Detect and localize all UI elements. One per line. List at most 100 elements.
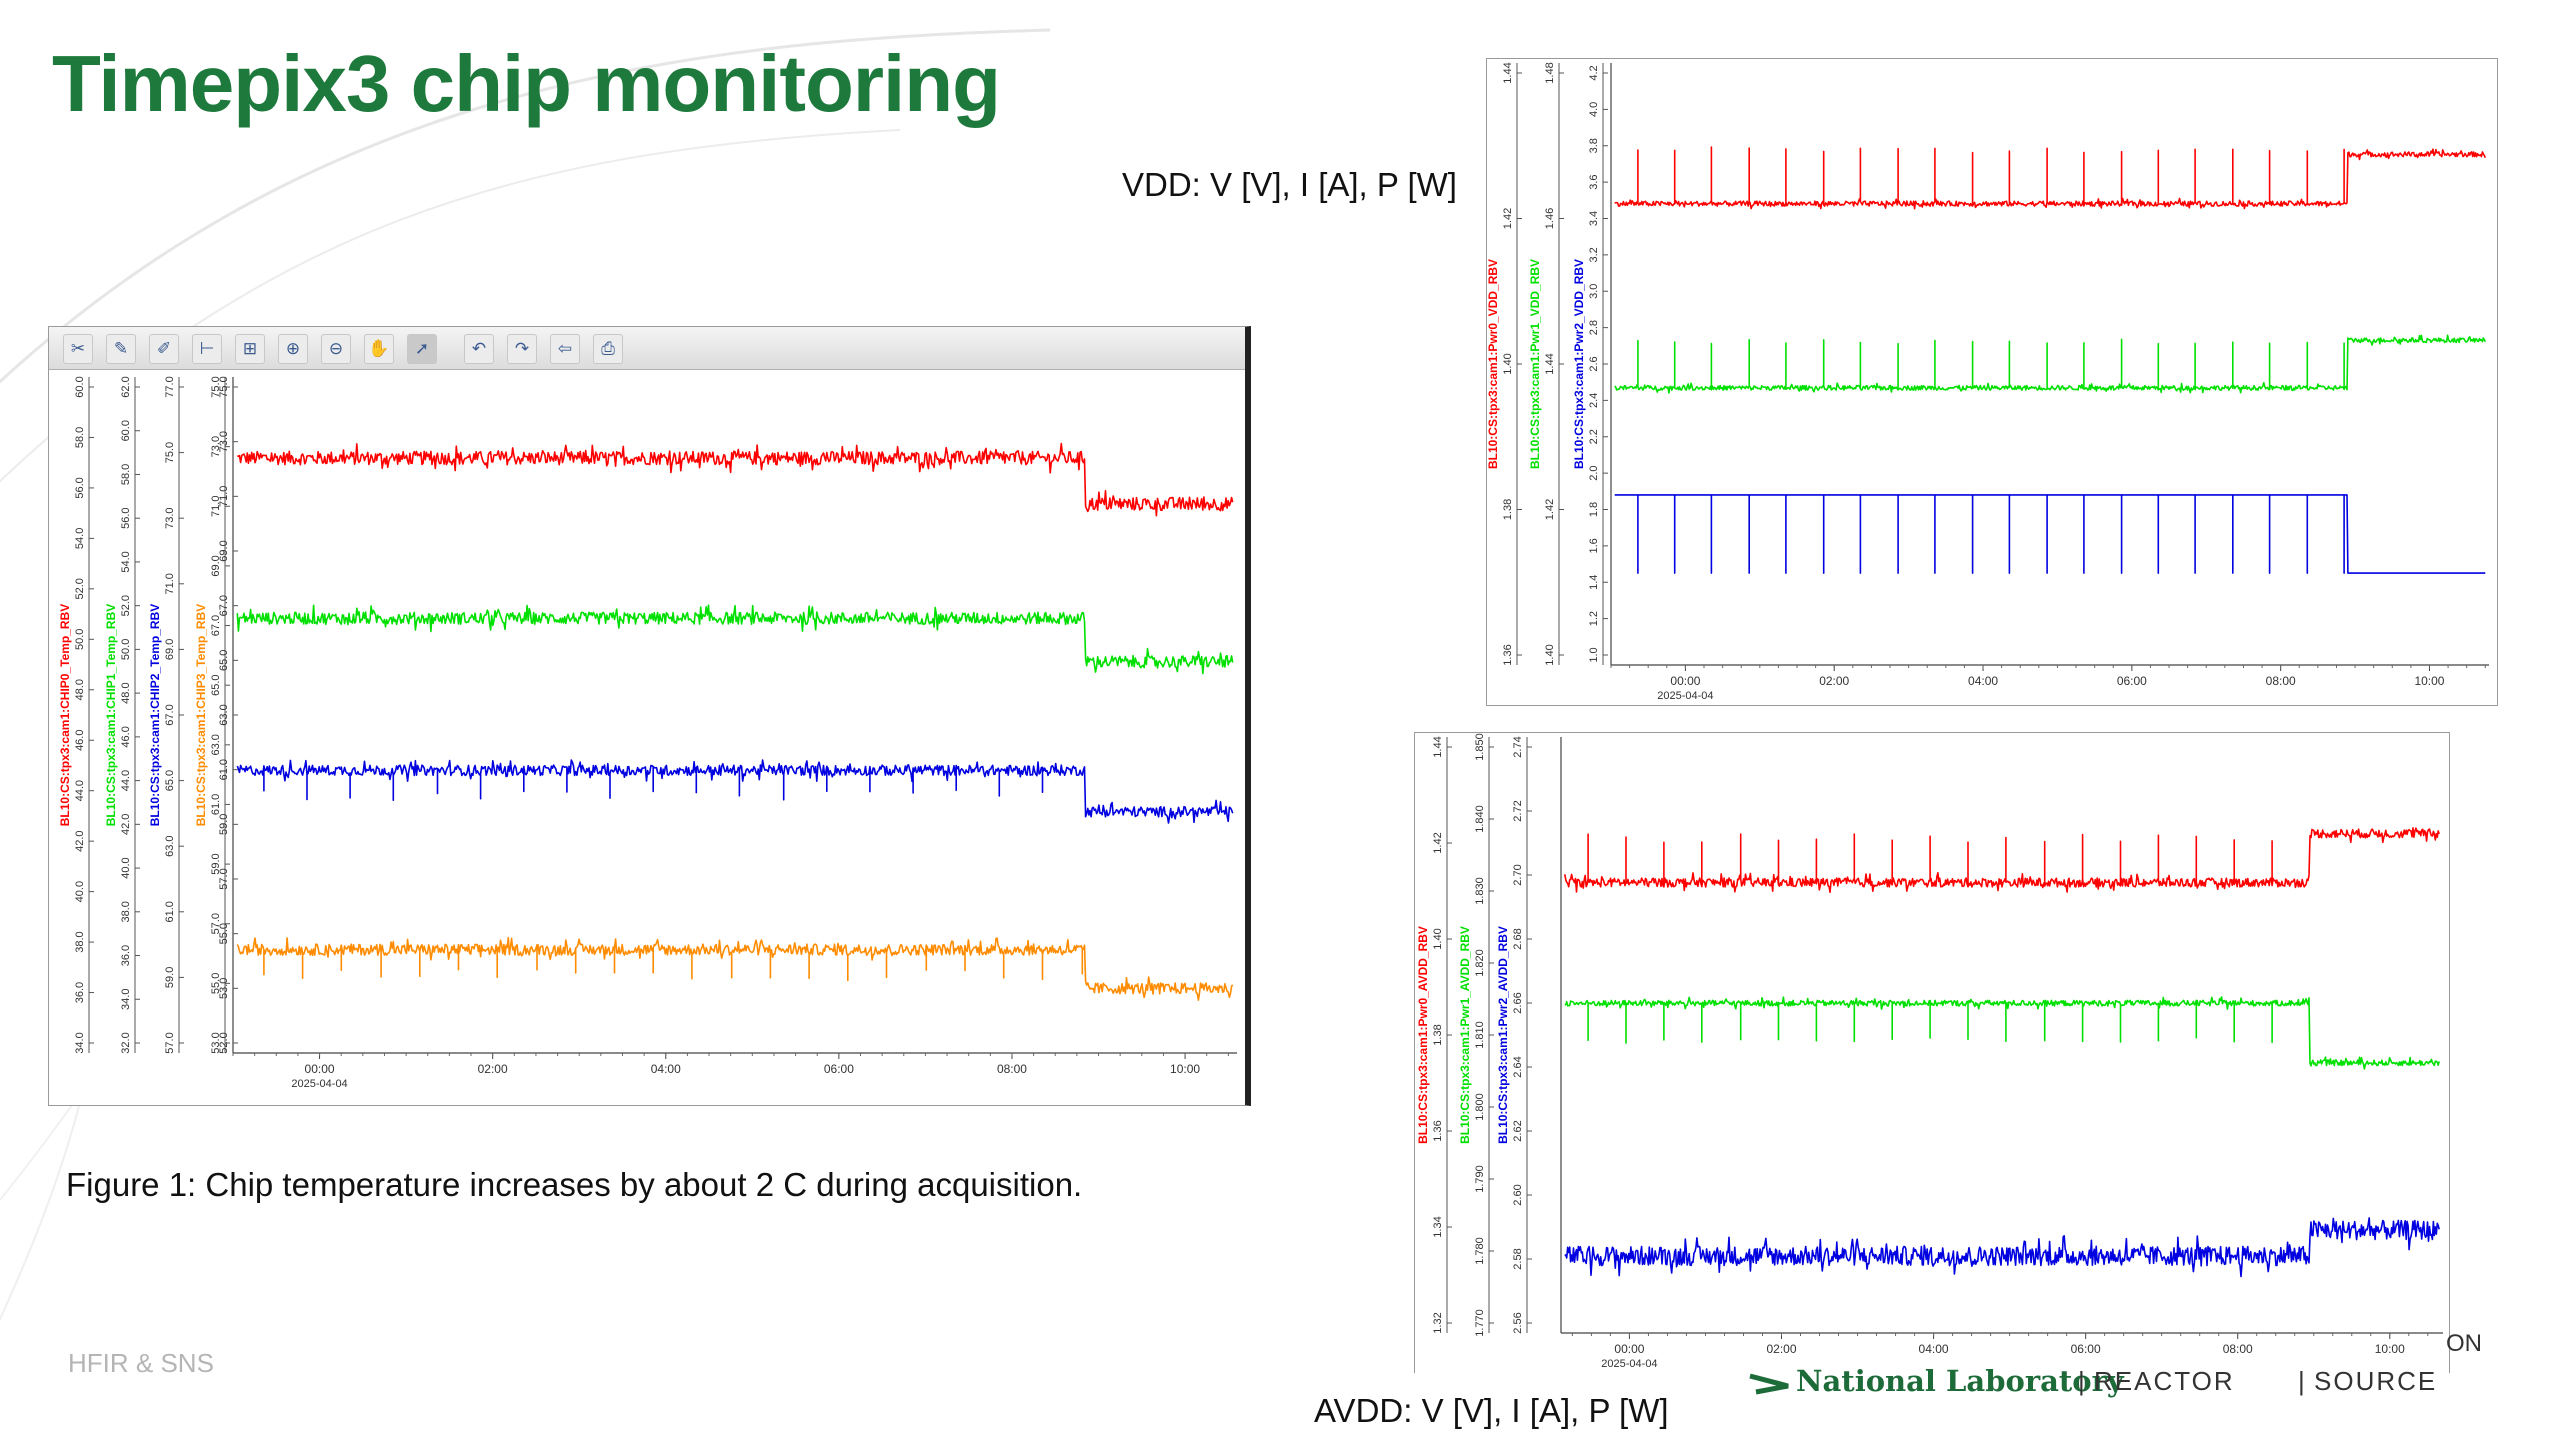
y-tick-label: 69.0	[210, 555, 222, 576]
y-tick-label: 44.0	[120, 770, 132, 791]
y-tick-label: 1.790	[1474, 1165, 1486, 1193]
plot-y-tick-label: 55.0	[218, 923, 230, 944]
y-tick-label: 65.0	[164, 770, 176, 791]
y-tick-label: 63.0	[164, 835, 176, 856]
vdd-chart-panel: 00:00 2025-04-04 02:00 04:00 06:00 08:00 10:00…	[1486, 58, 2498, 706]
plot-y-tick-label: 71.0	[218, 486, 230, 507]
pointer-icon[interactable]: ➚	[407, 334, 437, 364]
ornl-logo: National Laboratory | REACTOR | SOURCE	[1748, 1364, 2448, 1404]
y-tick-label: 2.62	[1512, 1120, 1524, 1141]
y-tick-label: 1.48	[1544, 62, 1556, 83]
redo-icon[interactable]: ↷	[507, 334, 537, 364]
y-tick-label: 57.0	[164, 1032, 176, 1053]
logo-source: SOURCE	[2314, 1366, 2438, 1396]
y-tick-label: 1.40	[1544, 644, 1556, 665]
y-tick-label: 53.0	[210, 1032, 222, 1053]
y-tick-label: 38.0	[74, 931, 86, 952]
y-tick-label: 69.0	[164, 639, 176, 660]
y-tick-label: 3.0	[1588, 284, 1600, 299]
y-tick-label: 36.0	[74, 982, 86, 1003]
y-tick-label: 58.0	[74, 427, 86, 448]
series-axis-label: BL10:CS:tpx3:cam1:CHIP0_Temp_RBV	[58, 604, 72, 827]
series-trace-1	[236, 604, 1234, 675]
series-axis-label: BL10:CS:tpx3:cam1:Pwr0_VDD_RBV	[1487, 259, 1500, 469]
x-tick-label: 10:00	[2414, 674, 2444, 688]
y-tick-label: 77.0	[164, 376, 176, 397]
y-tick-label: 59.0	[164, 967, 176, 988]
y-tick-label: 42.0	[120, 814, 132, 835]
y-tick-label: 3.8	[1588, 138, 1600, 153]
y-tick-label: 1.38	[1432, 1024, 1444, 1045]
y-tick-label: 1.42	[1502, 208, 1514, 229]
y-tick-label: 36.0	[120, 945, 132, 966]
zoom-in-icon[interactable]: ⊕	[278, 334, 308, 364]
axis-icon[interactable]: ⊢	[192, 334, 222, 364]
y-tick-label: 1.6	[1588, 538, 1600, 553]
y-tick-label: 2.2	[1588, 429, 1600, 444]
plot-y-tick-label: 75.0	[218, 376, 230, 397]
y-tick-label: 1.4	[1588, 575, 1600, 590]
x-tick-label: 04:00	[651, 1062, 681, 1076]
y-tick-label: 2.72	[1512, 800, 1524, 821]
y-tick-label: 62.0	[120, 376, 132, 397]
x-tick-label: 04:00	[1919, 1342, 1949, 1356]
y-tick-label: 2.8	[1588, 320, 1600, 335]
y-tick-label: 1.850	[1474, 733, 1486, 761]
plot-y-tick-label: 69.0	[218, 540, 230, 561]
series-axis-label: BL10:CS:tpx3:cam1:Pwr2_AVDD_RBV	[1496, 926, 1510, 1144]
print-icon[interactable]: ⎙	[593, 334, 623, 364]
avdd-chart-panel: 00:00 2025-04-04 02:00 04:00 06:00 08:00 10:00…	[1414, 732, 2450, 1373]
x-tick-label: 08:00	[2266, 674, 2296, 688]
footer-text: HFIR & SNS	[68, 1348, 214, 1378]
logo-reactor: REACTOR	[2094, 1366, 2235, 1396]
y-tick-label: 46.0	[120, 726, 132, 747]
x-tick-label: 02:00	[478, 1062, 508, 1076]
y-tick-label: 71.0	[210, 496, 222, 517]
y-tick-label: 3.4	[1588, 211, 1600, 226]
y-tick-label: 48.0	[120, 682, 132, 703]
series-trace-2	[236, 759, 1234, 824]
edit-axis-icon[interactable]: ✎	[106, 334, 136, 364]
y-tick-label: 3.6	[1588, 174, 1600, 189]
zoom-box-icon[interactable]: ⊞	[235, 334, 265, 364]
y-tick-label: 61.0	[164, 901, 176, 922]
pan-hand-icon[interactable]: ✋	[364, 334, 394, 364]
x-tick-label: 02:00	[1766, 1342, 1796, 1356]
logo-divider: |	[2078, 1366, 2087, 1396]
y-tick-label: 61.0	[210, 794, 222, 815]
y-tick-label: 71.0	[164, 573, 176, 594]
y-tick-label: 1.810	[1474, 1021, 1486, 1049]
figure-caption: Figure 1: Chip temperature increases by …	[66, 1166, 1083, 1203]
y-tick-label: 2.56	[1512, 1312, 1524, 1333]
plot-y-tick-label: 57.0	[218, 868, 230, 889]
x-date-label: 2025-04-04	[1657, 690, 1713, 702]
y-tick-label: 1.40	[1432, 928, 1444, 949]
y-tick-label: 1.34	[1432, 1216, 1444, 1237]
pen-icon[interactable]: ✐	[149, 334, 179, 364]
zoom-out-icon[interactable]: ⊖	[321, 334, 351, 364]
y-tick-label: 56.0	[120, 507, 132, 528]
back-arrow-icon[interactable]: ⇦	[550, 334, 580, 364]
series-trace-2	[1564, 1217, 2440, 1278]
y-tick-label: 1.42	[1432, 832, 1444, 853]
y-tick-label: 50.0	[120, 639, 132, 660]
series-trace-0	[1564, 827, 2440, 894]
logo-divider-2: |	[2298, 1366, 2307, 1396]
y-tick-label: 48.0	[74, 679, 86, 700]
y-tick-label: 1.840	[1474, 805, 1486, 833]
plot-toolbar: ✂ ✎ ✐ ⊢ ⊞ ⊕ ⊖ ✋ ➚ ↶ ↷ ⇦ ⎙	[49, 327, 1245, 370]
y-tick-label: 50.0	[74, 629, 86, 650]
y-tick-label: 1.36	[1432, 1120, 1444, 1141]
plot-y-tick-label: 59.0	[218, 814, 230, 835]
x-tick-label: 08:00	[2223, 1342, 2253, 1356]
x-tick-label: 10:00	[1170, 1062, 1200, 1076]
series-trace-0	[1614, 146, 2487, 210]
y-tick-label: 60.0	[120, 420, 132, 441]
y-tick-label: 1.0	[1588, 647, 1600, 662]
y-tick-label: 1.38	[1502, 499, 1514, 520]
y-tick-label: 2.60	[1512, 1184, 1524, 1205]
y-tick-label: 67.0	[210, 615, 222, 636]
wrench-icon[interactable]: ✂	[63, 334, 93, 364]
undo-icon[interactable]: ↶	[464, 334, 494, 364]
y-tick-label: 1.780	[1474, 1237, 1486, 1265]
